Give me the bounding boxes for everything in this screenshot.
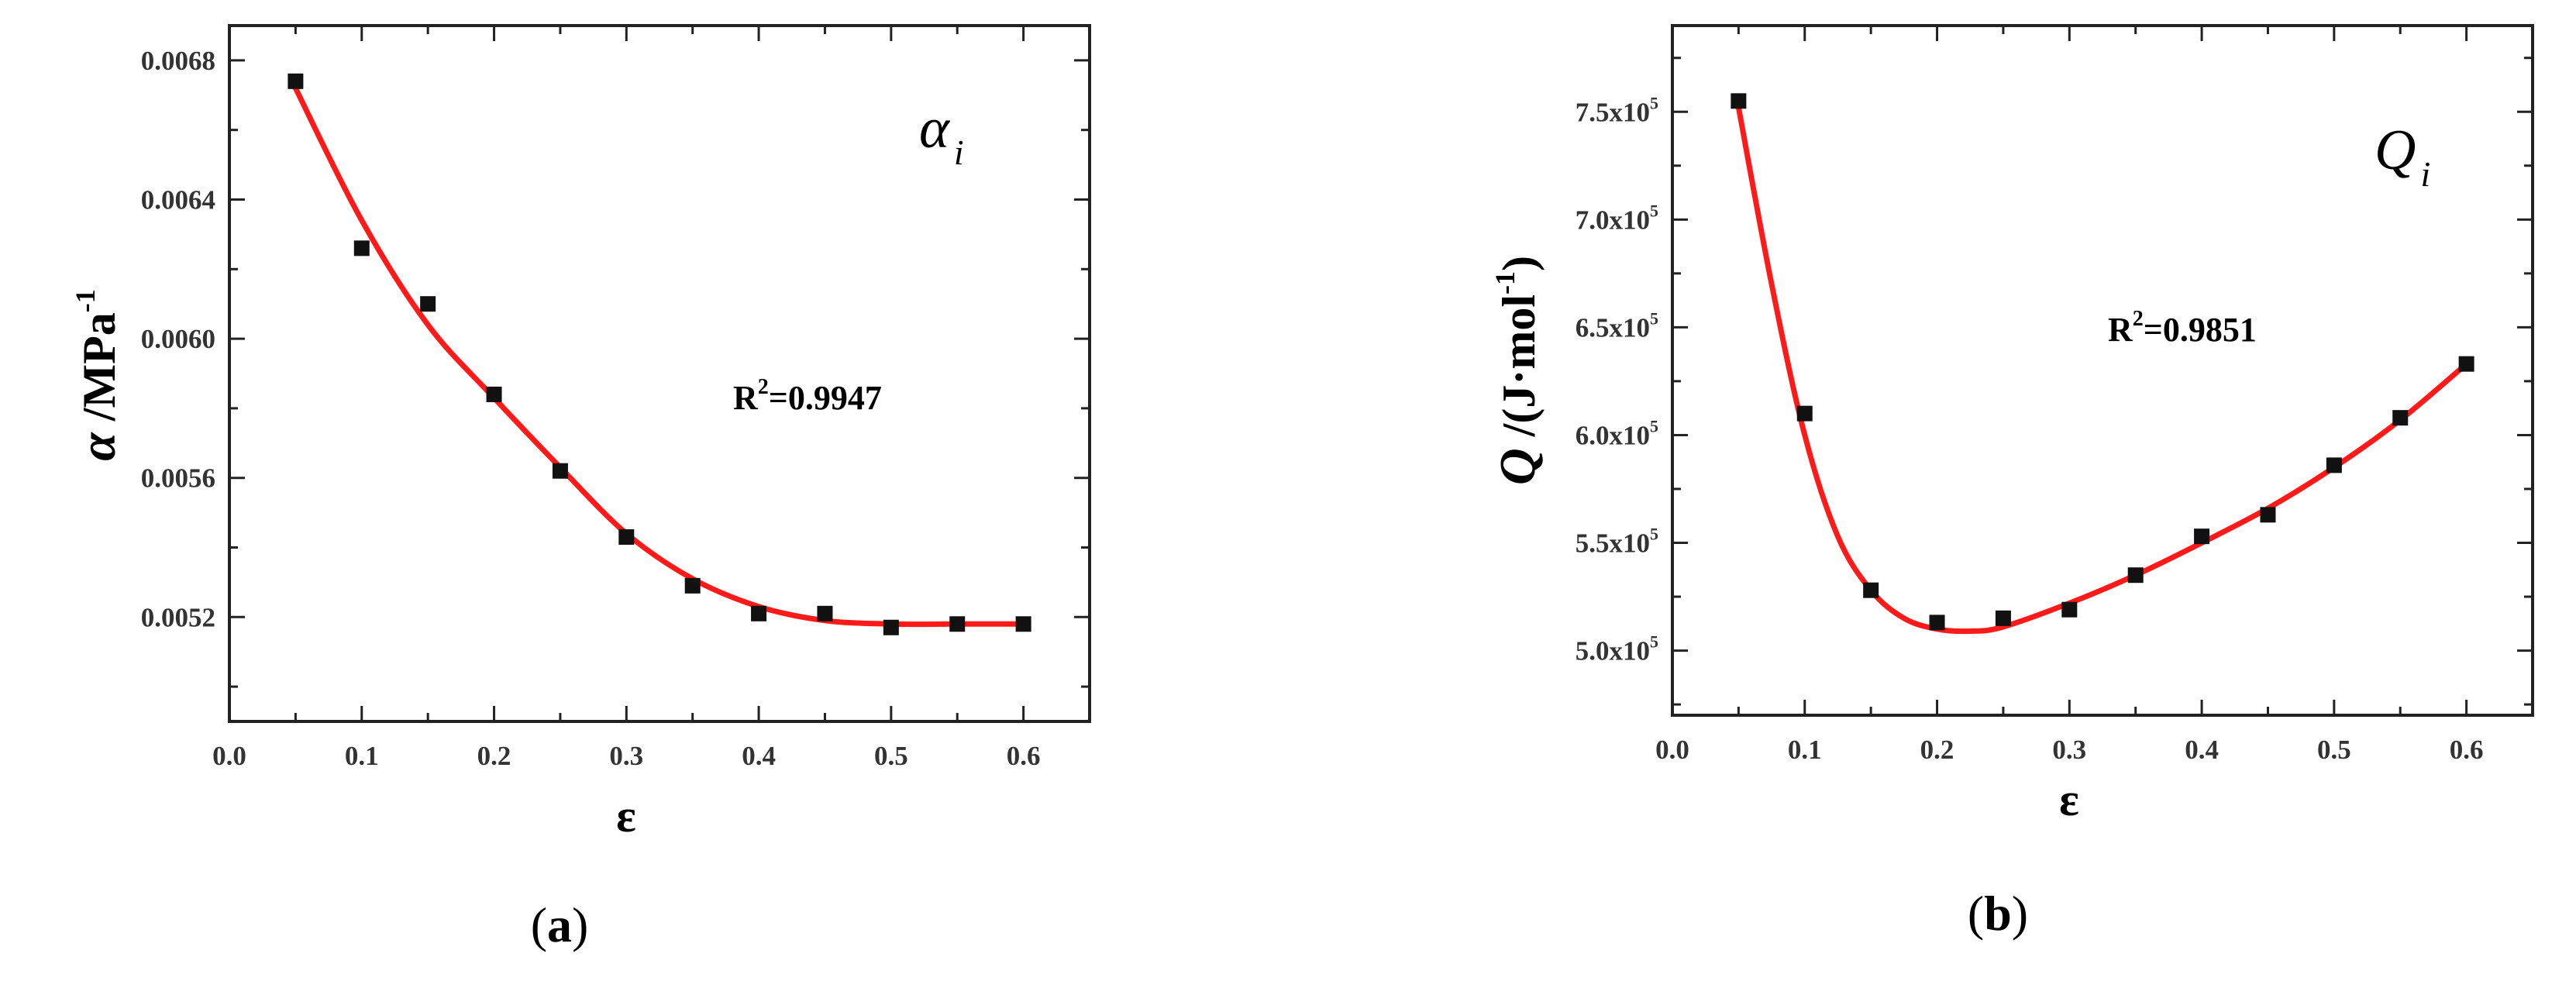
x-tick-label-a: 0.2 (477, 741, 511, 771)
y-tick-label-b: 6.0x105 (1576, 416, 1658, 450)
x-tick-label-a: 0.0 (212, 741, 246, 771)
y-tick-label-a: 0.0060 (141, 324, 215, 354)
data-point-b (2061, 601, 2078, 618)
data-point-a (684, 577, 701, 594)
panel-label-b: (b) (1968, 886, 2028, 941)
data-point-a (353, 240, 370, 256)
x-tick-label-b: 0.2 (1920, 735, 1954, 765)
data-points-a (288, 73, 1031, 635)
data-point-a (552, 463, 568, 479)
ticks-a (228, 26, 1090, 721)
y-tick-labels-b: 5.0x105 5.5x105 6.0x105 6.5x105 7.0x105 7.5x1… (1576, 93, 1658, 666)
y-axis-title-a: α /MPa-1 (70, 289, 126, 460)
y-tick-label-a: 0.0052 (141, 602, 215, 632)
y-tick-label-b: 5.5x105 (1576, 525, 1658, 559)
x-axis-title-a: ε (616, 790, 636, 842)
data-point-a (883, 619, 899, 635)
data-point-a (288, 73, 304, 89)
data-point-a (486, 386, 502, 402)
plot-frame-a (228, 24, 1091, 723)
x-axis-title-b: ε (2059, 774, 2079, 825)
data-point-b (2127, 567, 2144, 584)
y-tick-label-b: 7.5x105 (1576, 93, 1658, 127)
data-point-b (2194, 528, 2210, 545)
x-tick-label-b: 0.6 (2450, 735, 2484, 765)
x-tick-label-b: 0.0 (1655, 735, 1689, 765)
data-point-a (949, 616, 966, 632)
data-point-b (2260, 507, 2276, 523)
x-tick-label-a: 0.3 (609, 741, 643, 771)
data-point-b (2458, 356, 2474, 372)
data-point-a (751, 605, 767, 621)
data-point-b (2326, 457, 2342, 473)
data-point-b (1863, 582, 1879, 598)
x-tick-labels-b: 0.0 0.1 0.2 0.3 0.4 0.5 0.6 (1655, 735, 2483, 765)
data-point-a (817, 605, 833, 621)
x-tick-label-b: 0.5 (2317, 735, 2351, 765)
x-tick-label-b: 0.3 (2052, 735, 2086, 765)
y-tick-label-b: 7.0x105 (1576, 201, 1658, 235)
x-tick-label-b: 0.4 (2185, 735, 2219, 765)
x-tick-label-b: 0.1 (1788, 735, 1822, 765)
data-point-b (1731, 93, 1747, 109)
data-point-b (1929, 614, 1945, 631)
data-point-a (618, 529, 635, 546)
panel-label-a: (a) (531, 897, 589, 952)
r-squared-b: R2=0.9851 (2108, 307, 2257, 349)
x-tick-label-a: 0.4 (742, 741, 776, 771)
y-tick-label-a: 0.0068 (141, 46, 215, 76)
y-axis-title-b: Q /(J·mol-1) (1489, 256, 1546, 485)
x-tick-label-a: 0.1 (345, 741, 379, 771)
y-tick-label-a: 0.0056 (141, 463, 215, 494)
data-point-a (1015, 616, 1031, 632)
data-point-a (420, 296, 436, 312)
y-tick-label-b: 5.0x105 (1576, 632, 1658, 666)
data-points-b (1731, 93, 2474, 631)
panel-b: 0.0 0.1 0.2 0.3 0.4 0.5 0.6 5.0x105 5.5x105 6.0x… (1489, 24, 2534, 941)
x-tick-labels-a: 0.0 0.1 0.2 0.3 0.4 0.5 0.6 (212, 741, 1040, 771)
y-tick-label-a: 0.0064 (141, 185, 215, 215)
x-tick-label-a: 0.6 (1007, 741, 1041, 771)
r-squared-a: R2=0.9947 (733, 375, 882, 417)
data-point-b (1995, 610, 2011, 626)
plot-frame-b (1671, 24, 2534, 717)
data-point-b (1796, 405, 1813, 422)
y-tick-label-b: 6.5x105 (1576, 308, 1658, 343)
ticks-b (1671, 26, 2533, 715)
x-tick-label-a: 0.5 (874, 741, 908, 771)
data-point-b (2392, 410, 2409, 426)
panel-a: 0.0 0.1 0.2 0.3 0.4 0.5 0.6 0.0052 0.0056 0.0060… (70, 24, 1091, 952)
y-tick-labels-a: 0.0052 0.0056 0.0060 0.0064 0.0068 (141, 46, 215, 632)
